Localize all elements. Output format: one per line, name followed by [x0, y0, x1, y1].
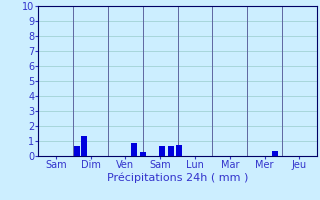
- Bar: [74, 146, 80, 156]
- X-axis label: Précipitations 24h ( mm ): Précipitations 24h ( mm ): [107, 173, 248, 183]
- Bar: [272, 151, 278, 156]
- Bar: [176, 145, 182, 156]
- Bar: [81, 136, 87, 156]
- Bar: [159, 146, 165, 156]
- Bar: [168, 146, 173, 156]
- Bar: [140, 152, 146, 156]
- Bar: [131, 143, 137, 156]
